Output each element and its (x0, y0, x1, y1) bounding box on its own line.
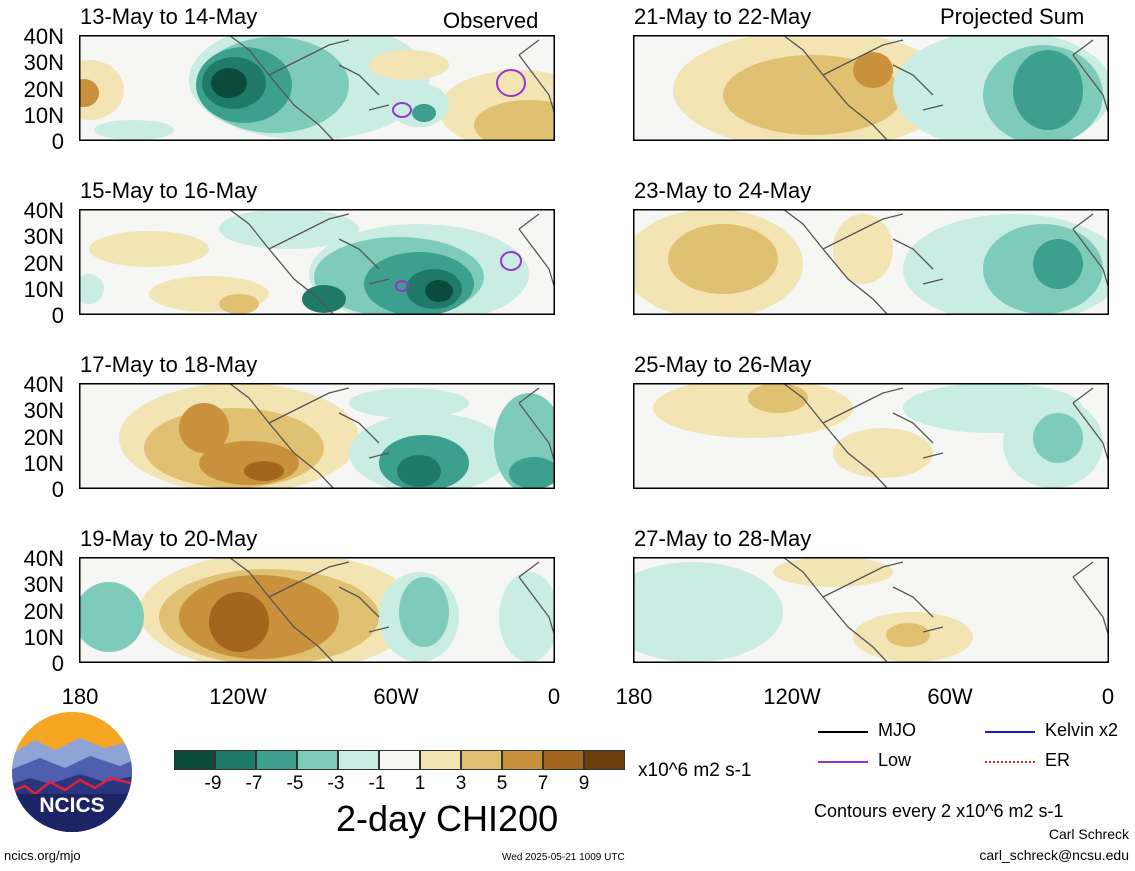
panel-title-5: 21-May to 22-May (634, 4, 812, 29)
legend-label-er: ER (1045, 750, 1071, 770)
footer-email[interactable]: carl_schreck@ncsu.edu (979, 847, 1129, 863)
colorbar-tick-label: 1 (414, 773, 426, 794)
lat-label-20n: 20N (23, 77, 64, 102)
legend-label-mjo: MJO (878, 720, 916, 740)
colorbar-tick-label: 7 (537, 773, 549, 794)
map-panel-8 (633, 557, 1109, 663)
colorbar-swatch-2 (215, 750, 256, 770)
colorbar-tick-label: -9 (204, 773, 222, 794)
colorbar-tick-label: 3 (455, 773, 467, 794)
lat-label-30n: 30N (23, 572, 64, 597)
ncics-logo: NCICS (12, 712, 132, 832)
contours-note: Contours every 2 x10^6 m2 s-1 (814, 801, 1064, 821)
chart-title: 2-day CHI200 (336, 798, 559, 839)
lat-label-0: 0 (51, 129, 64, 154)
panel-title-2: 15-May to 16-May (80, 178, 258, 203)
projected-label: Projected Sum (940, 4, 1085, 29)
lat-label-40n: 40N (23, 198, 64, 223)
legend-line-er (985, 761, 1035, 763)
legend-line-low (818, 761, 868, 763)
legend-label-low: Low (878, 750, 912, 770)
colorbar-swatch-7 (420, 750, 461, 770)
colorbar-swatch-4 (297, 750, 338, 770)
lat-label-40n: 40N (23, 24, 64, 49)
colorbar-swatch-3 (256, 750, 297, 770)
map-panel-4 (79, 557, 555, 663)
legend-label-kelvin: Kelvin x2 (1045, 720, 1119, 740)
observed-label: Observed (443, 8, 539, 33)
lat-label-10n: 10N (23, 451, 64, 476)
lon-label-180-left: 180 (61, 684, 99, 709)
lat-label-10n: 10N (23, 625, 64, 650)
lat-label-10n: 10N (23, 103, 64, 128)
footer-timestamp: Wed 2025-05-21 1009 UTC (502, 852, 625, 863)
lat-label-0: 0 (51, 303, 64, 328)
colorbar-tick-label: -1 (368, 773, 386, 794)
colorbar-tick-label: -5 (286, 773, 304, 794)
lat-label-0: 0 (51, 651, 64, 676)
map-panel-7 (633, 383, 1109, 489)
colorbar-swatch-5 (338, 750, 379, 770)
colorbar-swatch-8 (461, 750, 502, 770)
colorbar-swatch-9 (502, 750, 543, 770)
colorbar-tick-label: 5 (496, 773, 508, 794)
lat-label-20n: 20N (23, 599, 64, 624)
colorbar-tick-label: -3 (327, 773, 345, 794)
lon-label-0-right: 0 (1101, 684, 1115, 709)
lat-label-40n: 40N (23, 372, 64, 397)
map-panel-2 (79, 209, 555, 315)
lat-label-20n: 20N (23, 425, 64, 450)
lat-label-10n: 10N (23, 277, 64, 302)
map-panel-5 (633, 35, 1109, 141)
colorbar-swatch-10 (543, 750, 584, 770)
footer-url[interactable]: ncics.org/mjo (4, 848, 81, 863)
colorbar-swatch-1 (174, 750, 215, 770)
lat-label-0: 0 (51, 477, 64, 502)
panel-title-7: 25-May to 26-May (634, 352, 812, 377)
colorbar-tick-label: 9 (578, 773, 590, 794)
lon-label-60w-right: 60W (927, 684, 973, 709)
map-panel-3 (79, 383, 555, 489)
map-panel-6 (633, 209, 1109, 315)
footer-author: Carl Schreck (1048, 826, 1129, 842)
colorbar-swatch-11 (584, 750, 625, 770)
panel-title-1: 13-May to 14-May (80, 4, 258, 29)
lon-label-0-left: 0 (547, 684, 561, 709)
lon-label-120w-left: 120W (209, 684, 267, 709)
lat-label-20n: 20N (23, 251, 64, 276)
panel-title-3: 17-May to 18-May (80, 352, 258, 377)
lat-label-40n: 40N (23, 546, 64, 571)
lon-label-60w-left: 60W (373, 684, 419, 709)
lon-label-120w-right: 120W (763, 684, 821, 709)
colorbar-swatch-6 (379, 750, 420, 770)
lat-label-30n: 30N (23, 398, 64, 423)
lat-label-30n: 30N (23, 50, 64, 75)
lon-label-180-right: 180 (615, 684, 653, 709)
logo-text: NCICS (39, 794, 104, 817)
map-panel-1 (79, 35, 555, 141)
colorbar-units: x10^6 m2 s-1 (638, 760, 752, 781)
panel-title-4: 19-May to 20-May (80, 526, 258, 551)
panel-title-6: 23-May to 24-May (634, 178, 812, 203)
lat-label-30n: 30N (23, 224, 64, 249)
panel-title-8: 27-May to 28-May (634, 526, 812, 551)
legend-line-mjo (818, 731, 868, 733)
colorbar-tick-label: -7 (245, 773, 263, 794)
legend-line-kelvin (985, 731, 1035, 733)
